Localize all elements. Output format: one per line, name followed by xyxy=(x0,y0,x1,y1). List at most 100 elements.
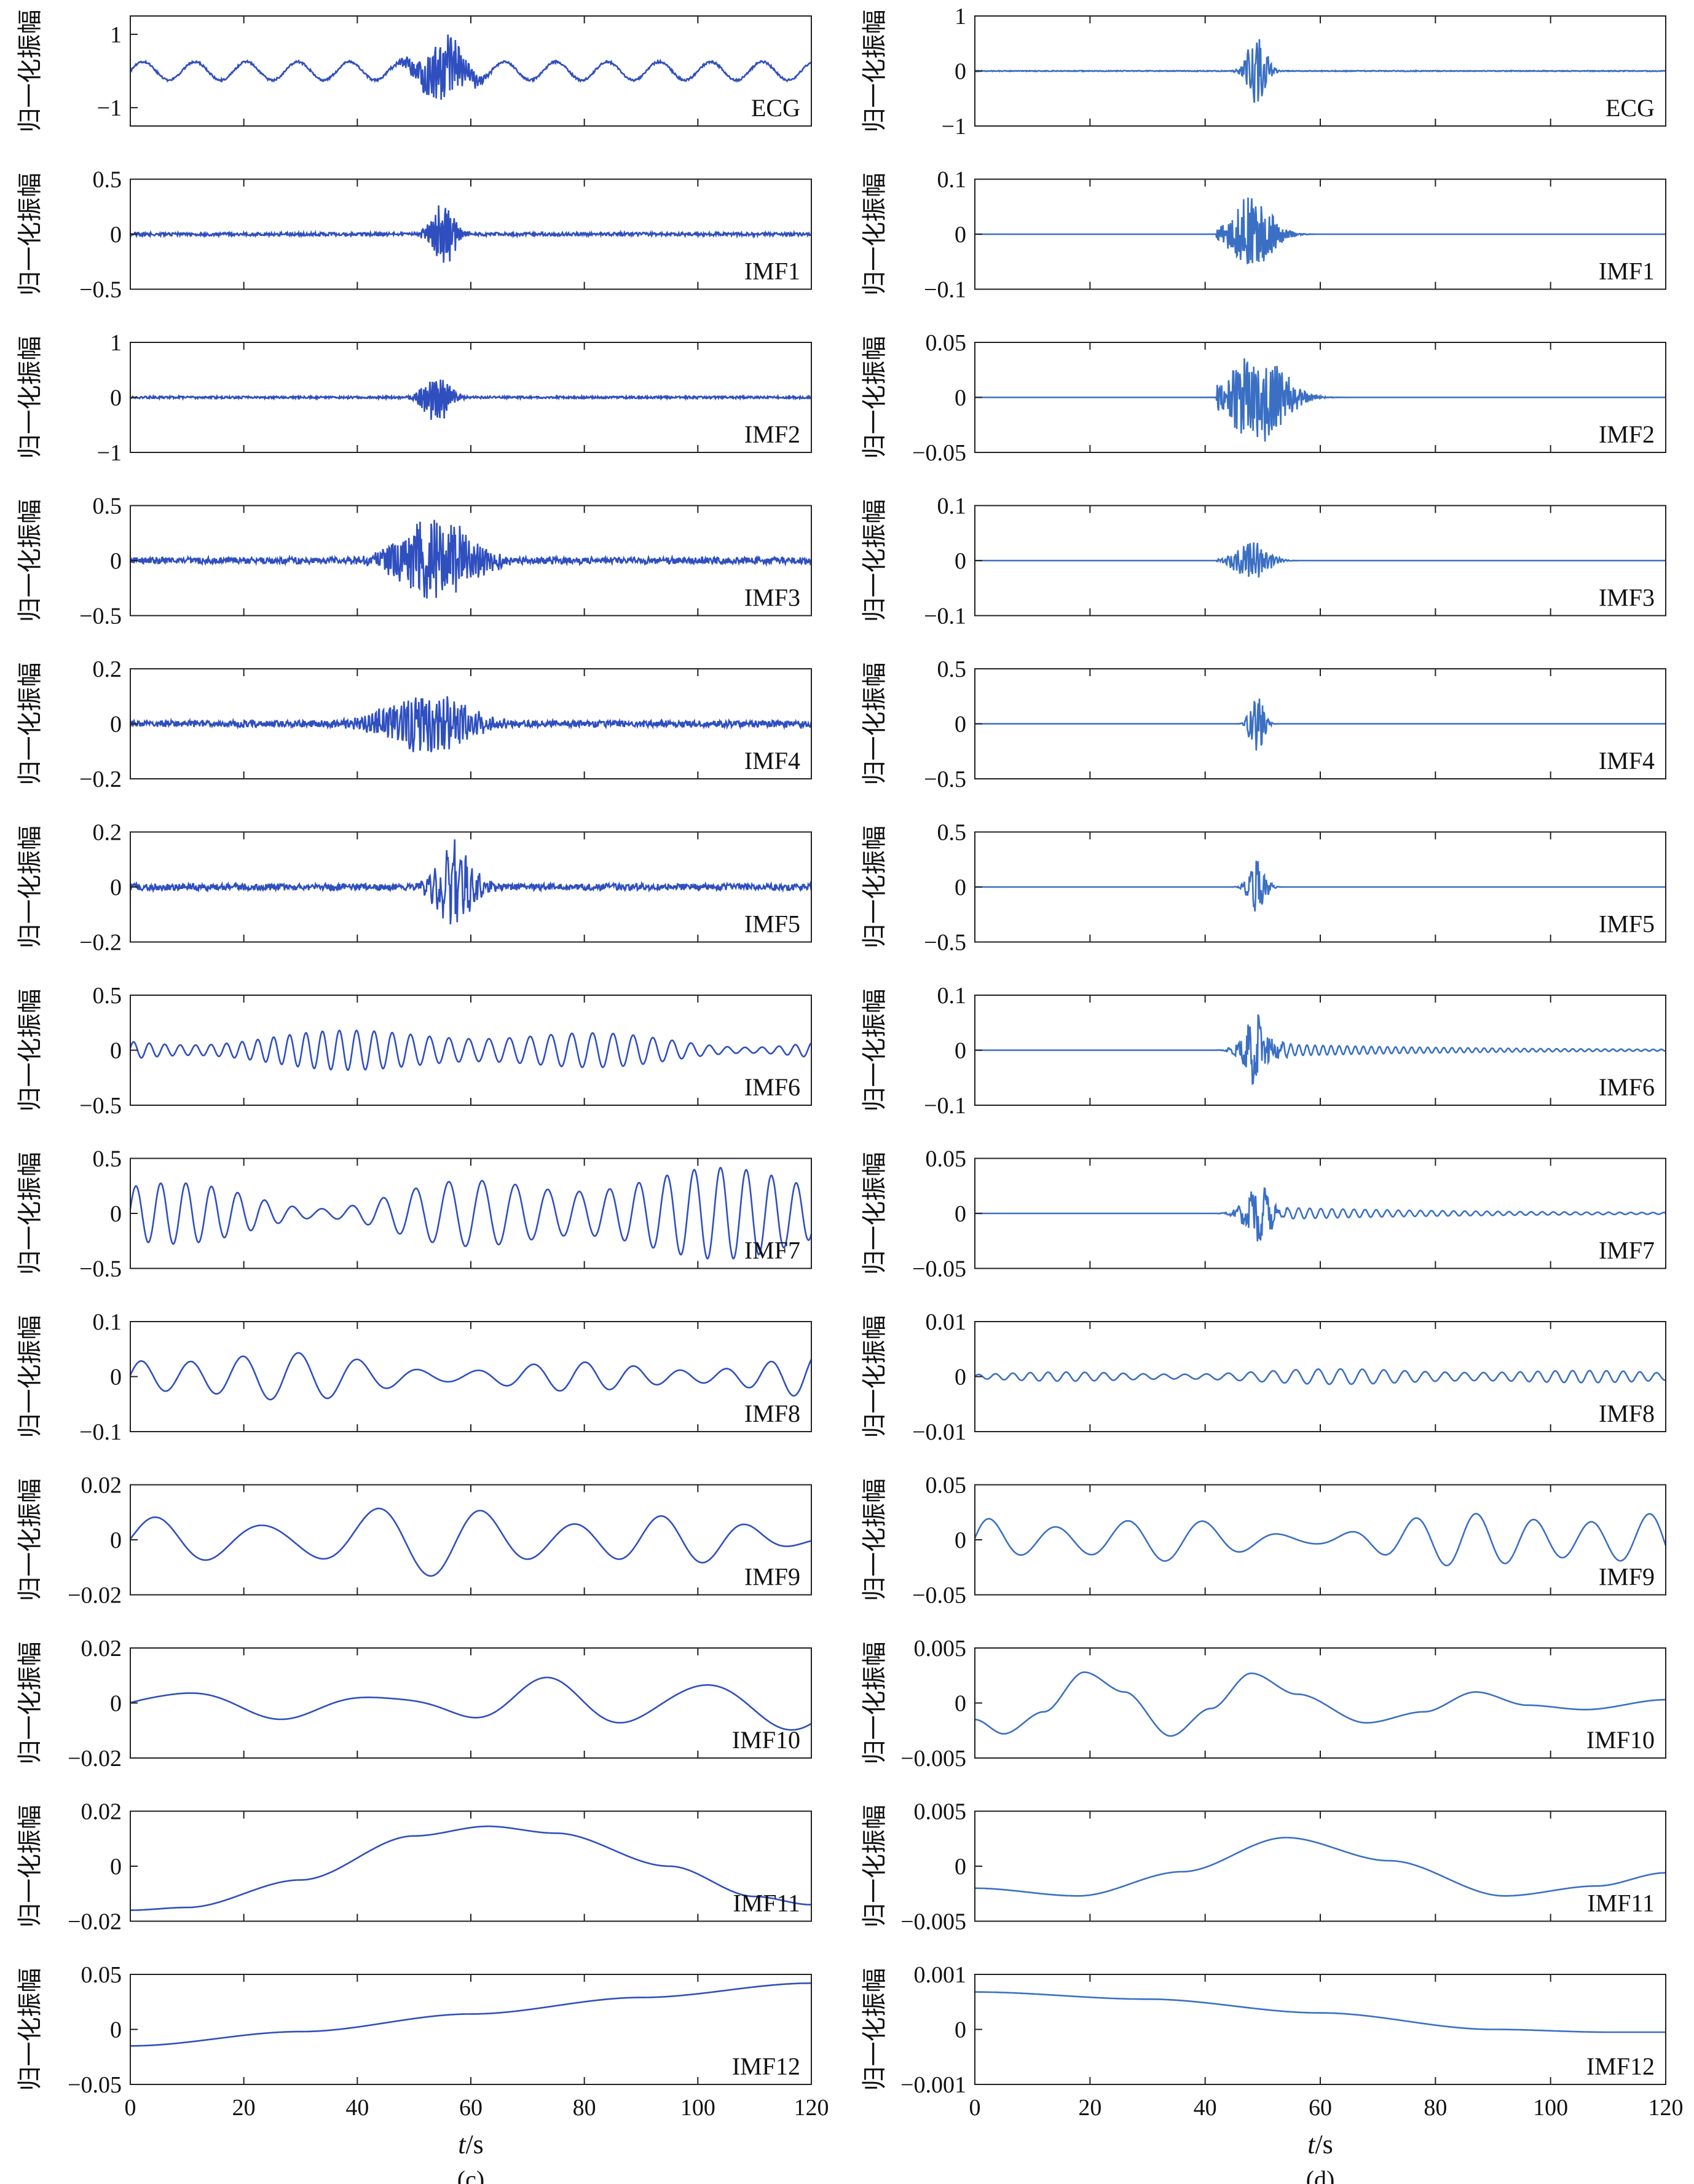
y-tick-label: −0.2 xyxy=(79,930,122,956)
y-tick-label: −0.05 xyxy=(912,1583,966,1609)
x-tick-label: 60 xyxy=(459,2095,483,2121)
y-tick-label: −0.05 xyxy=(912,1256,966,1282)
y-tick-label: −0.02 xyxy=(68,1583,122,1609)
y-tick-label: 0.2 xyxy=(93,820,122,846)
y-tick-label: 0 xyxy=(110,1201,122,1227)
x-tick-label: 20 xyxy=(232,2095,256,2121)
plot-frame xyxy=(974,1974,1666,2085)
y-tick-label: 0.1 xyxy=(93,1309,122,1335)
y-tick-label: 0 xyxy=(955,1854,966,1880)
y-axis-label: 归一化振幅 xyxy=(861,663,889,786)
x-tick-label: 0 xyxy=(125,2095,136,2121)
panel-imf10: 0.02 0 −0.02 IMF10 归一化振幅 xyxy=(16,1636,812,1772)
panel-imf2: 0.05 0 −0.05 IMF2 归一化振幅 xyxy=(861,330,1666,466)
y-tick-label: 0 xyxy=(110,1365,122,1390)
panel-imf10: 0.005 0 −0.005 IMF10 归一化振幅 xyxy=(861,1636,1666,1772)
x-tick-label: 100 xyxy=(680,2095,715,2121)
series-line-imf11 xyxy=(130,1825,812,1911)
y-tick-label: 1 xyxy=(955,4,966,30)
y-tick-label: 0.5 xyxy=(93,167,122,193)
series-line-imf2 xyxy=(130,379,812,420)
series-line-imf1 xyxy=(975,197,1666,264)
y-tick-label: 0 xyxy=(955,875,966,901)
panel-tag: IMF11 xyxy=(1587,1890,1655,1917)
series-line-imf6 xyxy=(975,1014,1666,1086)
y-tick-label: 0 xyxy=(955,222,966,248)
y-axis-label: 归一化振幅 xyxy=(861,1478,889,1601)
y-tick-label: −0.5 xyxy=(79,604,122,629)
y-axis-label: 归一化振幅 xyxy=(16,1152,44,1275)
panel-tag: IMF7 xyxy=(744,1237,800,1264)
panel-imf5: 0.5 0 −0.5 IMF5 归一化振幅 xyxy=(861,820,1666,956)
series-line-imf8 xyxy=(974,1368,1666,1386)
y-axis-label: 归一化振幅 xyxy=(16,10,44,133)
panel-tag: IMF1 xyxy=(744,258,800,285)
plot-frame xyxy=(130,1484,812,1596)
x-tick-label: 100 xyxy=(1533,2095,1568,2121)
y-tick-label: 0.02 xyxy=(81,1473,122,1499)
panel-tag: IMF12 xyxy=(1586,2052,1655,2080)
series-line-imf8 xyxy=(129,1352,813,1401)
panel-imf6: 0.1 0 −0.1 IMF6 归一化振幅 xyxy=(861,983,1666,1119)
y-tick-label: −0.1 xyxy=(924,1093,966,1119)
x-tick-label: 120 xyxy=(794,2095,829,2121)
y-tick-label: 0.1 xyxy=(937,494,967,519)
panel-tag: IMF3 xyxy=(744,584,800,612)
x-axis-unit: /s xyxy=(465,2129,483,2159)
y-tick-label: 1 xyxy=(110,330,122,356)
series-line-ecg xyxy=(130,34,812,100)
x-tick-label: 0 xyxy=(969,2095,981,2121)
y-axis-label: 归一化振幅 xyxy=(16,499,44,622)
y-axis-label: 归一化振幅 xyxy=(16,336,44,459)
x-axis-variable: t xyxy=(1307,2129,1316,2159)
y-tick-label: 0.005 xyxy=(914,1799,967,1825)
series-line-imf12 xyxy=(130,1982,811,2047)
y-tick-label: 0.1 xyxy=(937,983,967,1009)
y-tick-label: −0.1 xyxy=(924,277,966,303)
series-line-imf4 xyxy=(129,696,813,752)
series-line-imf7 xyxy=(975,1187,1666,1242)
subfigure-caption: (d) xyxy=(1306,2166,1335,2184)
y-tick-label: −0.02 xyxy=(68,1909,122,1935)
y-tick-label: −0.1 xyxy=(924,604,966,629)
plot-frame xyxy=(974,1647,1666,1759)
series-line-imf6 xyxy=(129,1029,812,1071)
series-line-imf12 xyxy=(975,1991,1666,2033)
y-tick-label: −0.005 xyxy=(900,1746,966,1772)
panel-tag: IMF1 xyxy=(1599,258,1655,285)
plot-frame xyxy=(974,1321,1666,1432)
y-axis-label: 归一化振幅 xyxy=(16,1968,44,2091)
y-axis-label: 归一化振幅 xyxy=(861,1152,889,1275)
panel-imf9: 0.05 0 −0.05 IMF9 归一化振幅 xyxy=(861,1473,1667,1609)
panel-tag: IMF11 xyxy=(733,1890,800,1917)
panel-imf1: 0.1 0 −0.1 IMF1 归一化振幅 xyxy=(861,167,1666,303)
x-tick-label: 80 xyxy=(573,2095,596,2121)
series-line-imf2 xyxy=(975,358,1666,442)
y-tick-label: −0.01 xyxy=(912,1419,966,1445)
x-axis-variable: t xyxy=(458,2129,467,2159)
panel-imf7: 0.05 0 −0.05 IMF7 归一化振幅 xyxy=(861,1146,1666,1282)
panel-tag: IMF10 xyxy=(732,1726,800,1754)
y-axis-label: 归一化振幅 xyxy=(16,1642,44,1765)
panel-imf3: 0.5 0 −0.5 IMF3 归一化振幅 xyxy=(16,494,813,629)
panel-tag: IMF2 xyxy=(1599,420,1655,448)
y-tick-label: −0.005 xyxy=(900,1909,966,1935)
y-tick-label: −0.5 xyxy=(924,767,966,792)
series-line-imf3 xyxy=(129,519,813,599)
series-line-imf9 xyxy=(129,1507,812,1577)
panel-imf5: 0.2 0 −0.2 IMF5 归一化振幅 xyxy=(16,820,813,956)
x-axis-label: t/s xyxy=(1307,2129,1333,2159)
panel-imf8: 0.1 0 −0.1 IMF8 归一化振幅 xyxy=(16,1309,813,1445)
y-tick-label: 0 xyxy=(110,712,122,738)
y-tick-label: 0 xyxy=(110,2017,122,2043)
y-axis-label: 归一化振幅 xyxy=(861,989,889,1112)
y-tick-label: 0 xyxy=(955,1528,966,1553)
y-tick-label: 0 xyxy=(110,1528,122,1553)
y-tick-label: 0.5 xyxy=(937,820,967,846)
series-line-imf1 xyxy=(129,205,812,263)
y-tick-label: 0 xyxy=(110,1854,122,1880)
plot-frame xyxy=(130,1974,812,2085)
panel-imf4: 0.2 0 −0.2 IMF4 归一化振幅 xyxy=(16,656,813,792)
y-tick-label: 0.001 xyxy=(914,1962,967,1988)
